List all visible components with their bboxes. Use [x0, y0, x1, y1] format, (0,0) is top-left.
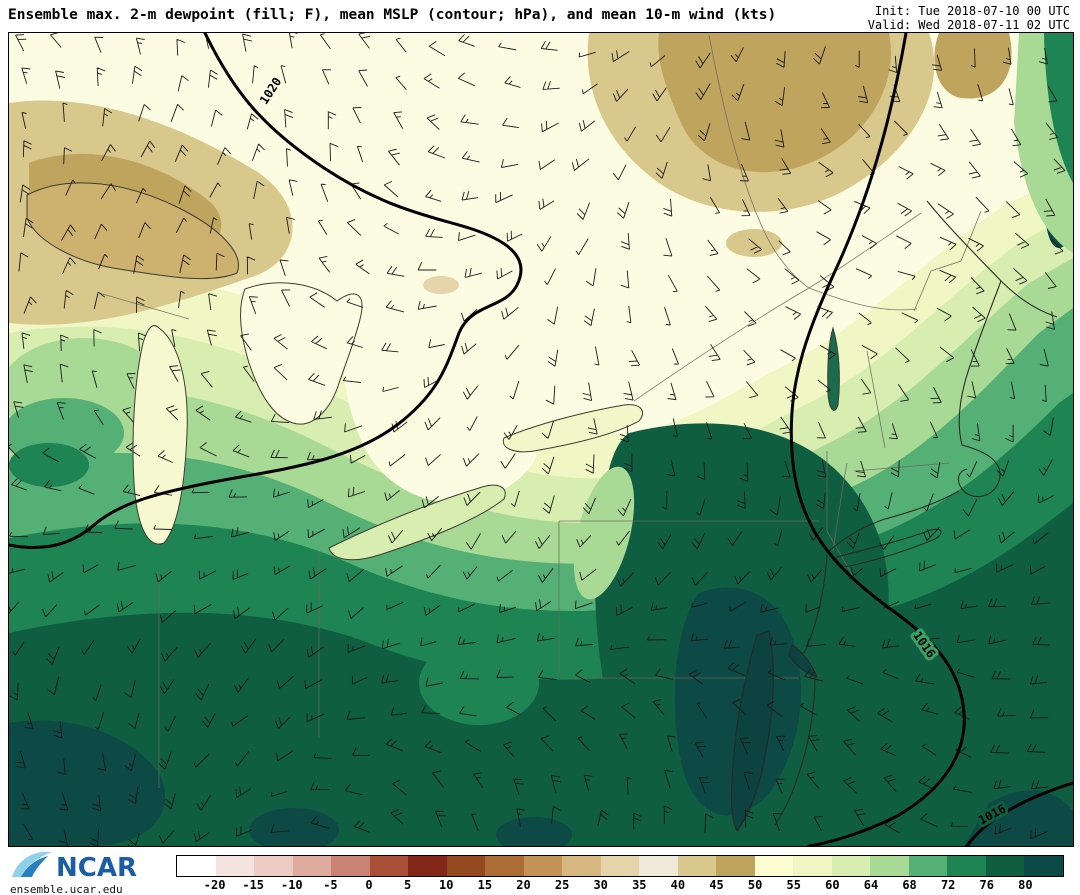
ncar-swoosh-icon — [12, 851, 52, 877]
colorbar-labels: -20 -15 -10 -5 0 5 10 15 20 25 30 35 40 45 50 55 60 64 68 7… — [176, 878, 1064, 893]
colorbar-cell — [716, 856, 755, 876]
colorbar-tick-label: 0 — [365, 878, 373, 892]
colorbar-cell — [446, 856, 486, 876]
colorbar-cell — [177, 856, 216, 876]
colorbar-tick-label: 76 — [979, 878, 995, 892]
colorbar-cell — [947, 856, 986, 876]
wind-barbs — [9, 33, 1066, 846]
colorbar-cell — [1024, 856, 1063, 876]
colorbar-cell — [331, 856, 370, 876]
colorbar-cell — [562, 856, 601, 876]
ncar-wordmark: NCAR — [56, 853, 137, 883]
ncar-logo: NCAR ensemble.ucar.edu — [8, 847, 173, 895]
contour-1016-corner-line — [965, 781, 1073, 846]
colorbar-tick-label: -5 — [323, 878, 338, 892]
colorbar-cell — [292, 856, 332, 876]
colorbar-tick-label: -20 — [203, 878, 226, 892]
site-url: ensemble.ucar.edu — [10, 883, 123, 895]
colorbar-cell — [215, 856, 255, 876]
colorbar-legend: -20 -15 -10 -5 0 5 10 15 20 25 30 35 40 45 50 55 60 64 68 7… — [176, 855, 1064, 893]
weather-map: 1020 1016 1016 — [8, 32, 1074, 847]
colorbar-tick-label: -10 — [280, 878, 303, 892]
colorbar-tick-label: -15 — [242, 878, 265, 892]
state-borders — [98, 34, 982, 788]
colorbar-tick-label: 50 — [747, 878, 763, 892]
colorbar-tick-label: 40 — [670, 878, 686, 892]
coastline — [730, 200, 1058, 833]
colorbar-tick-label: 35 — [632, 878, 647, 892]
colorbar-cell — [523, 856, 563, 876]
colorbar-cell — [985, 856, 1025, 876]
great-lakes-outline — [26, 182, 840, 561]
footer: NCAR ensemble.ucar.edu -20 -15 -10 -5 0 5 10 15… — [0, 846, 1080, 895]
wind-barb-glyphs — [9, 33, 1066, 846]
colorbar-cell — [254, 856, 293, 876]
colorbar-tick-label: 45 — [709, 878, 724, 892]
page-title: Ensemble max. 2-m dewpoint (fill; F), me… — [8, 7, 777, 23]
colorbar-cell — [908, 856, 948, 876]
colorbar-cell — [408, 856, 447, 876]
colorbar-tick-label: 15 — [477, 878, 493, 892]
colorbar-tick-label: 10 — [439, 878, 454, 892]
colorbar-cell — [754, 856, 794, 876]
title-bar: Ensemble max. 2-m dewpoint (fill; F), me… — [0, 0, 1080, 32]
dewpoint-fill — [9, 33, 1073, 846]
init-time: Init: Tue 2018-07-10 00 UTC — [874, 4, 1070, 18]
colorbar-cell — [793, 856, 832, 876]
ncar-swoosh-inner-icon — [21, 856, 48, 877]
colorbar-cells — [176, 855, 1064, 877]
colorbar-cell — [639, 856, 678, 876]
colorbar-cell — [369, 856, 409, 876]
colorbar-tick-label: 55 — [786, 878, 801, 892]
colorbar-tick-label: 72 — [940, 878, 956, 892]
colorbar-tick-label: 64 — [863, 878, 879, 892]
colorbar-tick-label: 20 — [516, 878, 531, 892]
colorbar-tick-label: 80 — [1018, 878, 1033, 892]
map-canvas: 1020 1016 1016 — [9, 33, 1073, 846]
colorbar-tick-label: 30 — [593, 878, 608, 892]
colorbar-cell — [600, 856, 640, 876]
contour-1016-line — [789, 33, 966, 846]
colorbar-tick-label: 5 — [404, 878, 412, 892]
colorbar-cell — [831, 856, 871, 876]
contour-1020-line — [9, 33, 523, 549]
run-times: Init: Tue 2018-07-10 00 UTC Valid: Wed 2… — [868, 4, 1070, 33]
colorbar-tick-label: 25 — [554, 878, 570, 892]
colorbar-cell — [485, 856, 524, 876]
valid-time: Valid: Wed 2018-07-11 02 UTC — [867, 18, 1070, 33]
colorbar-cell — [870, 856, 909, 876]
colorbar-tick-label: 60 — [825, 878, 840, 892]
colorbar-cell — [677, 856, 717, 876]
mslp-contours — [9, 33, 1073, 846]
colorbar-tick-label: 68 — [902, 878, 917, 892]
